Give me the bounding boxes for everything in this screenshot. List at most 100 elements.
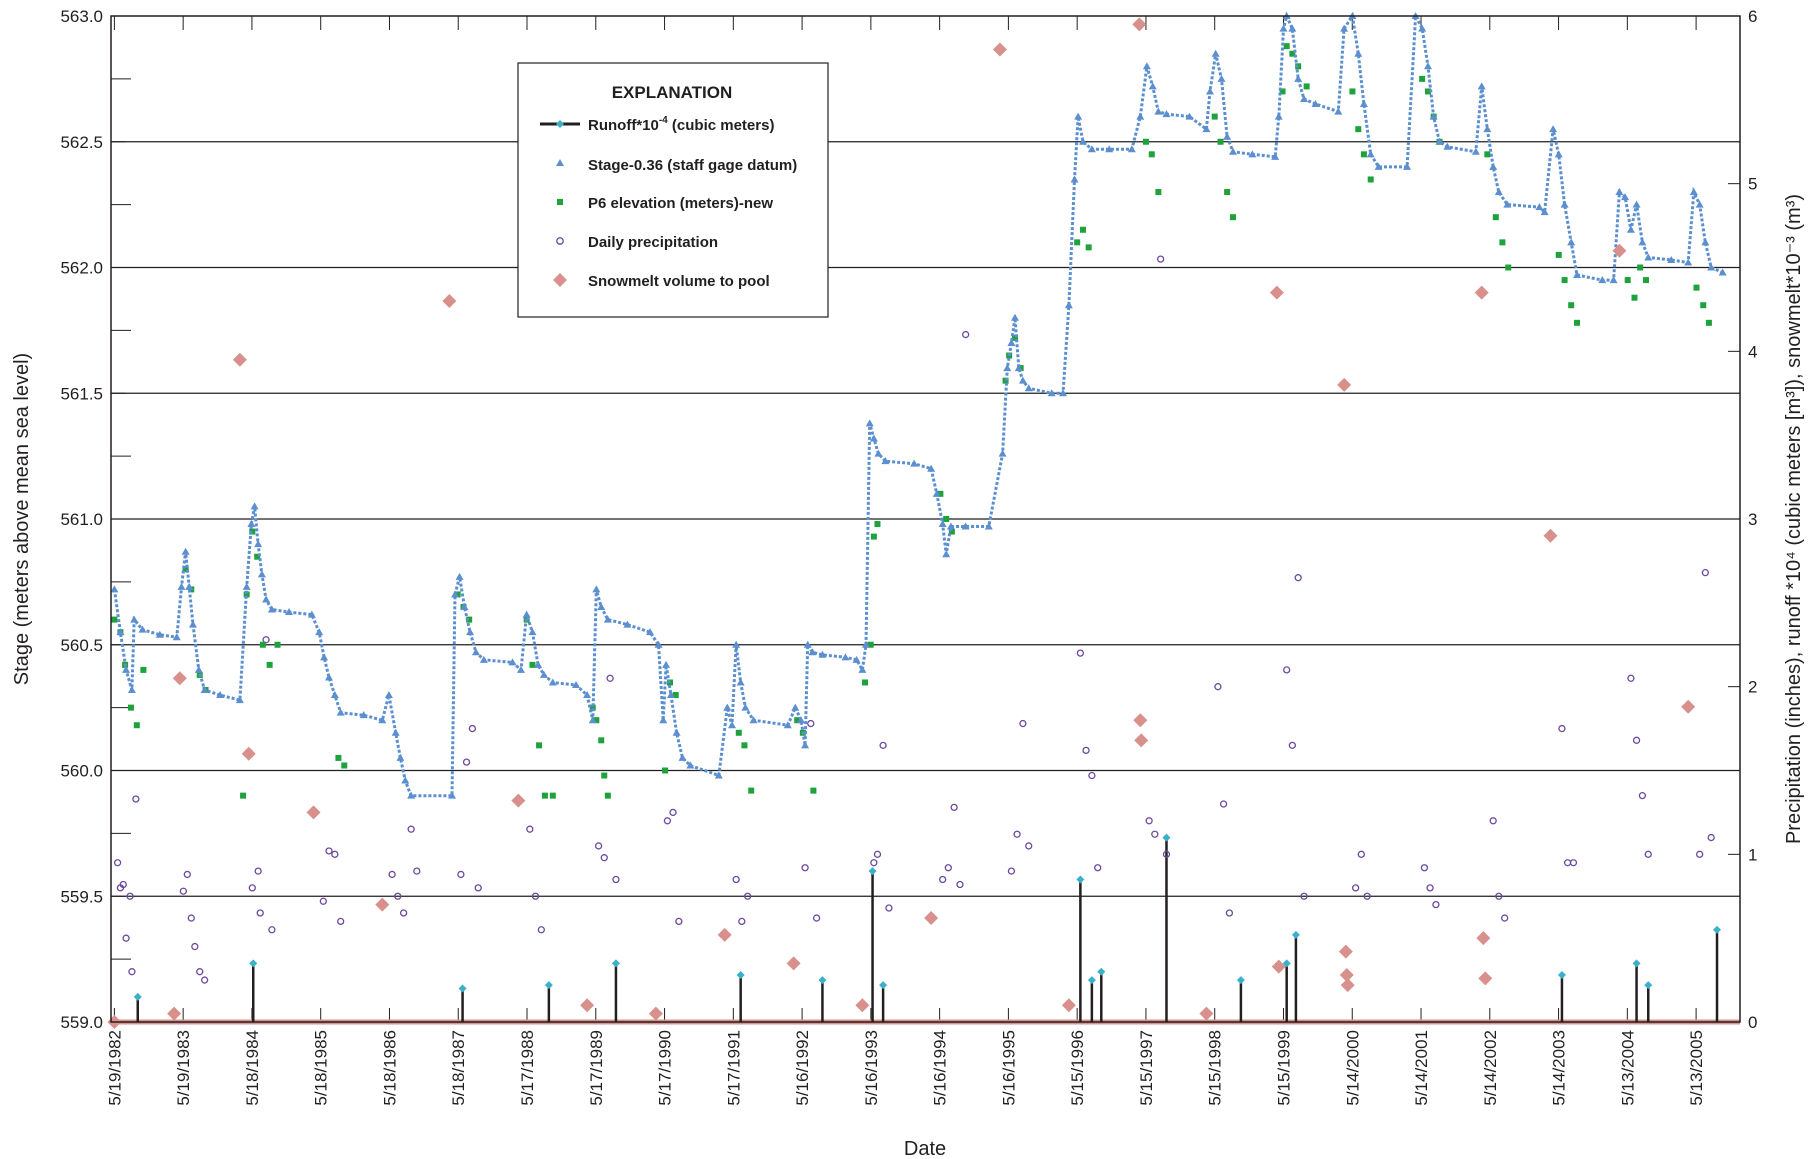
p6-point bbox=[1484, 151, 1491, 158]
stage-point bbox=[250, 502, 259, 510]
runoff-point bbox=[544, 981, 553, 990]
precip-point bbox=[807, 719, 815, 728]
p6-point bbox=[870, 533, 877, 540]
snowmelt-point bbox=[306, 805, 321, 820]
snowmelt-point bbox=[648, 1006, 663, 1021]
snowmelt-point bbox=[1340, 978, 1355, 993]
stage-point bbox=[654, 640, 663, 648]
precip-point bbox=[1638, 792, 1647, 800]
x-tick-label: 5/16/1992 bbox=[793, 1030, 812, 1106]
p6-point bbox=[1419, 75, 1426, 82]
left-axis-title: Stage (meters above mean sea level) bbox=[11, 353, 33, 685]
left-tick-label: 562.0 bbox=[60, 259, 103, 278]
precip-point bbox=[128, 968, 136, 976]
legend-p6-label: P6 elevation (meters)-new bbox=[588, 195, 773, 212]
p6-point bbox=[240, 792, 247, 799]
runoff-point bbox=[1557, 971, 1566, 980]
snowmelt-point bbox=[1271, 959, 1286, 974]
precip-point bbox=[1501, 914, 1509, 922]
p6-point bbox=[529, 661, 536, 668]
runoff-point bbox=[1644, 981, 1653, 990]
p6-point bbox=[133, 722, 140, 729]
p6-point bbox=[1002, 377, 1009, 384]
p6-point bbox=[1705, 319, 1712, 326]
stage-point bbox=[592, 585, 601, 593]
p6-point bbox=[1011, 334, 1018, 341]
precip-point bbox=[531, 892, 540, 900]
snowmelt-point bbox=[580, 998, 595, 1013]
stage-point bbox=[732, 640, 741, 648]
precip-point bbox=[600, 854, 608, 862]
p6-point bbox=[1424, 88, 1431, 95]
p6-point bbox=[794, 717, 801, 724]
left-tick-label: 560.0 bbox=[60, 762, 103, 781]
stage-point bbox=[659, 716, 668, 724]
x-axis-ticks: 5/19/1982 5/19/1983 5/18/1984 5/18/1985 5/18… bbox=[105, 16, 1706, 1106]
snowmelt-point bbox=[992, 42, 1007, 57]
right-tick-label: 5 bbox=[1748, 175, 1757, 194]
stage-point bbox=[736, 678, 745, 686]
precip-point bbox=[950, 803, 958, 812]
plot-frame bbox=[110, 15, 1741, 1023]
stage-point bbox=[235, 696, 244, 704]
stage-point bbox=[460, 603, 469, 611]
p6-point bbox=[1303, 83, 1310, 90]
snowmelt-point bbox=[172, 671, 187, 686]
stage-point bbox=[1206, 87, 1215, 95]
precip-point bbox=[132, 795, 140, 803]
precip-point bbox=[1696, 850, 1704, 858]
precip-point bbox=[732, 875, 740, 884]
precip-point bbox=[1701, 569, 1709, 577]
precip-point bbox=[1162, 850, 1171, 858]
precip-point bbox=[183, 870, 191, 879]
precip-point bbox=[612, 875, 620, 884]
snowmelt-point bbox=[1134, 733, 1149, 748]
precip-point bbox=[526, 825, 534, 833]
p6-point bbox=[937, 490, 944, 497]
precip-point bbox=[399, 909, 408, 917]
precip-point bbox=[1489, 817, 1497, 825]
p6-point bbox=[589, 704, 596, 711]
precip-point bbox=[873, 850, 882, 858]
p6-point bbox=[243, 591, 250, 598]
p6-point bbox=[1211, 113, 1218, 120]
p6-point bbox=[1561, 277, 1568, 284]
precip-point bbox=[1082, 746, 1090, 755]
left-tick-label: 561.0 bbox=[60, 510, 103, 529]
precip-point bbox=[1007, 867, 1016, 875]
p6-point bbox=[254, 553, 261, 560]
precip-point bbox=[1156, 255, 1165, 263]
precip-point bbox=[468, 724, 477, 733]
left-axis-ticks: 559.0 559.5 560.0 560.5 561.0 561.5 562.0 562.5… bbox=[60, 7, 131, 1032]
precip-point bbox=[1426, 884, 1434, 892]
p6-point bbox=[536, 742, 543, 749]
stage-point bbox=[865, 419, 874, 427]
stage-trace bbox=[112, 10, 1724, 798]
stage-point bbox=[522, 610, 531, 618]
p6-point bbox=[1229, 214, 1236, 221]
precip-point bbox=[407, 825, 415, 833]
snowmelt-point bbox=[1681, 699, 1696, 714]
stage-point bbox=[723, 703, 732, 711]
p6-point bbox=[1700, 302, 1707, 309]
stage-point bbox=[801, 741, 810, 749]
snowmelt-point bbox=[855, 998, 870, 1013]
runoff-point bbox=[1087, 976, 1096, 985]
precip-point bbox=[1632, 736, 1641, 744]
stage-point bbox=[1294, 74, 1303, 82]
precip-point bbox=[1351, 884, 1360, 892]
stage-point bbox=[1549, 125, 1558, 133]
snowmelt-point bbox=[375, 897, 390, 912]
precip-point bbox=[743, 892, 752, 900]
legend-stage-marker bbox=[556, 159, 564, 166]
x-tick-label: 5/18/1987 bbox=[449, 1030, 468, 1106]
x-tick-label: 5/17/1990 bbox=[656, 1030, 675, 1106]
runoff-point bbox=[736, 971, 745, 980]
p6-point bbox=[1555, 251, 1562, 258]
x-tick-label: 5/14/2000 bbox=[1343, 1030, 1362, 1106]
legend-runoff-label: Runoff*10-4 (cubic meters) bbox=[588, 115, 774, 134]
precip-point bbox=[1420, 864, 1429, 872]
precip-point bbox=[1219, 800, 1228, 808]
precip-point bbox=[474, 884, 482, 892]
runoff-point bbox=[1236, 976, 1245, 985]
